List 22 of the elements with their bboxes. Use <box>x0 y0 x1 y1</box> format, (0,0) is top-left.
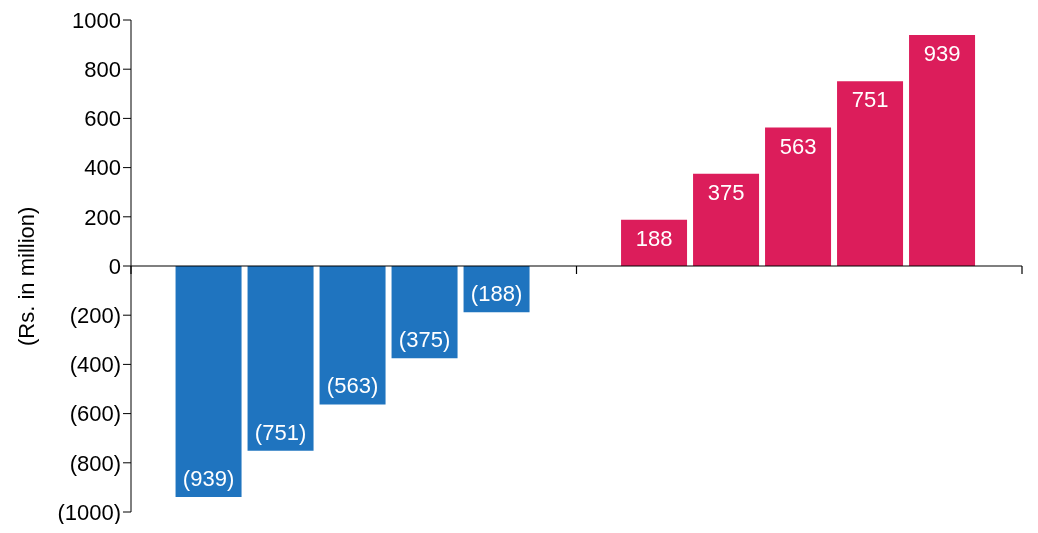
y-tick-label: (800) <box>69 450 121 476</box>
data-label: (939) <box>182 465 235 491</box>
data-label: (188) <box>470 281 523 307</box>
y-tick-label: 0 <box>108 253 121 279</box>
y-tick-label: 800 <box>84 57 121 83</box>
data-label: (751) <box>254 419 307 445</box>
data-label: 751 <box>851 87 889 113</box>
y-tick-label: 400 <box>84 155 121 181</box>
data-label: 375 <box>707 179 745 205</box>
data-label: 188 <box>635 225 673 251</box>
data-label: 939 <box>923 41 961 67</box>
data-label: (375) <box>398 327 451 353</box>
y-tick-label: 1000 <box>72 7 121 33</box>
y-tick-label: (600) <box>69 401 121 427</box>
y-axis-title: (Rs. in million) <box>13 206 39 346</box>
data-label: 563 <box>779 133 817 159</box>
y-tick-label: (400) <box>69 352 121 378</box>
data-label: (563) <box>326 373 379 399</box>
y-tick-label: 600 <box>84 106 121 132</box>
y-tick-label: 200 <box>84 204 121 230</box>
y-tick-label: (1000) <box>57 499 121 525</box>
y-tick-label: (200) <box>69 303 121 329</box>
